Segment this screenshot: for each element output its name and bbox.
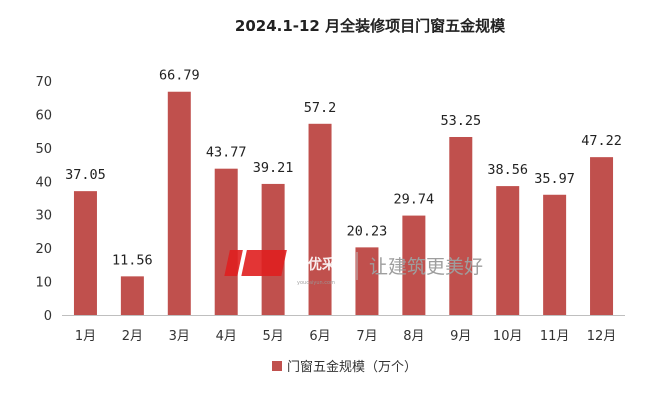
data-label: 38.56 bbox=[487, 162, 528, 178]
x-tick-label: 1月 bbox=[75, 329, 96, 344]
watermark-slogan: 让建筑更美好 bbox=[369, 256, 483, 278]
x-tick-label: 3月 bbox=[169, 329, 190, 344]
x-tick-label: 10月 bbox=[493, 329, 523, 344]
data-label: 43.77 bbox=[206, 145, 247, 161]
bar bbox=[308, 123, 332, 315]
legend-swatch bbox=[272, 361, 282, 371]
data-labels: 37.05 11.56 66.79 43.77 39.21 57.2 20.23 29.74 5… bbox=[65, 68, 622, 269]
x-tick-label: 2月 bbox=[122, 329, 143, 344]
bar-series bbox=[73, 91, 614, 316]
bar bbox=[167, 91, 191, 316]
bar bbox=[449, 136, 473, 315]
youcai-logo: 优采 youcaiyun.com bbox=[224, 250, 337, 286]
data-label: 47.22 bbox=[581, 133, 622, 149]
logo-text: 优采 bbox=[308, 256, 337, 273]
x-tick-label: 8月 bbox=[403, 329, 424, 344]
legend-label: 门窗五金规模（万个） bbox=[287, 359, 417, 375]
logo-subtext: youcaiyun.com bbox=[297, 280, 335, 286]
y-tick-label: 70 bbox=[35, 75, 52, 90]
bar bbox=[355, 247, 379, 315]
x-tick-label: 9月 bbox=[450, 329, 471, 344]
bar bbox=[120, 276, 144, 315]
bar bbox=[496, 186, 520, 315]
chart-title: 2024.1-12 月全装修项目门窗五金规模 bbox=[235, 17, 506, 35]
legend: 门窗五金规模（万个） bbox=[272, 359, 417, 375]
watermark: 优采 youcaiyun.com 让建筑更美好 bbox=[224, 250, 483, 286]
y-tick-label: 30 bbox=[35, 209, 52, 224]
y-tick-label: 10 bbox=[35, 276, 52, 291]
y-axis: 0 10 20 30 40 50 60 70 bbox=[35, 75, 52, 324]
y-tick-label: 20 bbox=[35, 242, 52, 257]
bar bbox=[214, 168, 238, 315]
data-label: 53.25 bbox=[440, 113, 481, 129]
data-label: 11.56 bbox=[112, 252, 153, 268]
y-tick-label: 60 bbox=[35, 108, 52, 123]
x-tick-label: 4月 bbox=[216, 329, 237, 344]
bar bbox=[73, 191, 97, 315]
x-axis: 1月 2月 3月 4月 5月 6月 7月 8月 9月 10月 11月 12月 bbox=[75, 329, 616, 344]
bar bbox=[590, 157, 614, 315]
data-label: 35.97 bbox=[534, 171, 575, 187]
x-tick-label: 5月 bbox=[262, 329, 283, 344]
data-label: 29.74 bbox=[394, 192, 435, 208]
bar bbox=[261, 183, 285, 315]
data-label: 66.79 bbox=[159, 68, 200, 84]
data-label: 39.21 bbox=[253, 160, 294, 176]
x-tick-label: 12月 bbox=[587, 329, 617, 344]
y-tick-label: 40 bbox=[35, 175, 52, 190]
x-tick-label: 7月 bbox=[356, 329, 377, 344]
data-label: 20.23 bbox=[347, 223, 388, 239]
x-tick-label: 6月 bbox=[309, 329, 330, 344]
bar bbox=[402, 215, 426, 315]
data-label: 37.05 bbox=[65, 167, 106, 183]
data-label: 57.2 bbox=[304, 100, 337, 116]
y-tick-label: 50 bbox=[35, 142, 52, 157]
bar bbox=[543, 194, 567, 315]
x-tick-label: 11月 bbox=[540, 329, 570, 344]
y-tick-label: 0 bbox=[44, 309, 52, 324]
